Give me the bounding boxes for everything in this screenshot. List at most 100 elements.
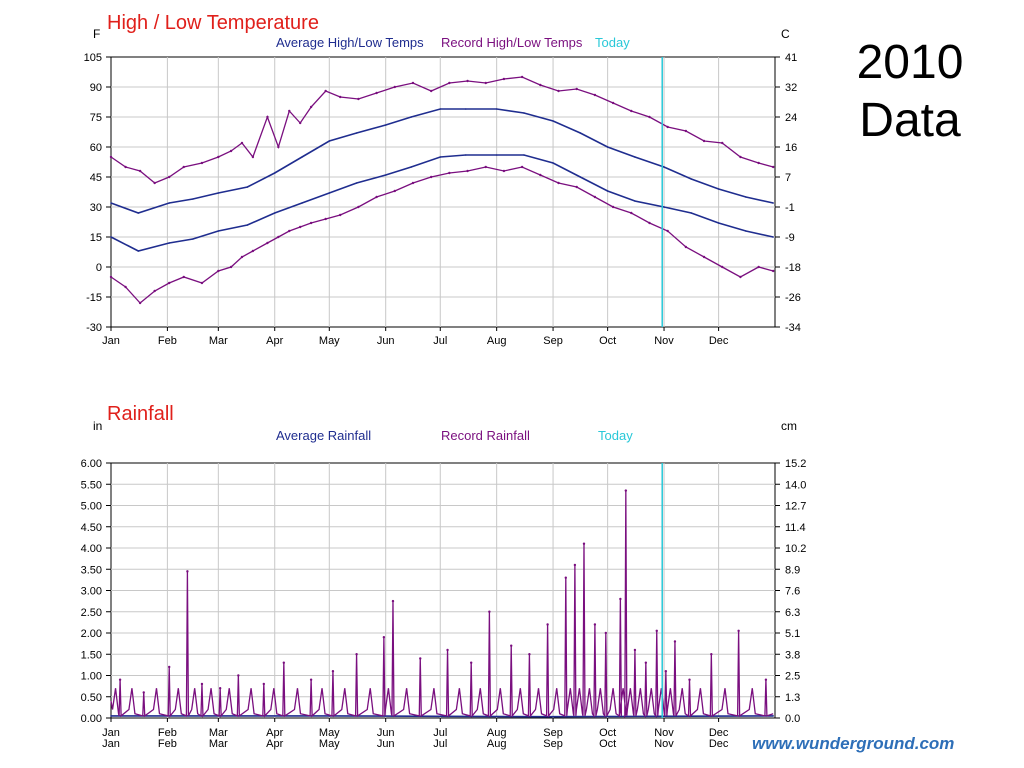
data-point-average-low [301, 202, 303, 204]
data-point-average-low [410, 166, 412, 168]
y-tick-label-right: 16 [785, 142, 797, 154]
data-point-record-low [124, 285, 127, 289]
data-point-record-low [309, 221, 313, 225]
data-point-record-high [217, 155, 220, 159]
data-point-record-rainfall [446, 648, 449, 652]
data-point-average-high [328, 140, 331, 142]
left-unit-label: F [93, 27, 100, 41]
y-tick-label-left: 3.50 [81, 564, 102, 576]
y-tick-label-right: 5.1 [785, 628, 800, 640]
data-point-record-rainfall [644, 661, 648, 664]
data-point-record-low [153, 289, 156, 293]
y-tick-label-right: 1.3 [785, 692, 800, 704]
y-tick-label-right: 6.3 [785, 607, 800, 619]
data-point-record-high [240, 141, 244, 145]
data-point-average-high [717, 188, 720, 190]
data-point-average-high [301, 156, 303, 158]
x-tick-label: Oct [599, 335, 616, 347]
data-point-average-high [384, 124, 387, 126]
y-tick-label-left: 15 [90, 232, 102, 244]
y-tick-label-right: 41 [785, 52, 797, 64]
series-line-average [111, 715, 774, 718]
data-point-record-high [124, 165, 127, 169]
data-point-record-rainfall [237, 674, 240, 677]
data-point-record-high [771, 165, 775, 169]
data-point-record-low [429, 175, 433, 179]
data-point-record-rainfall [118, 678, 122, 681]
data-point-record-high [611, 101, 615, 105]
y-tick-label-left: 75 [90, 112, 102, 124]
data-point-record-rainfall [710, 653, 713, 656]
data-point-record-high [298, 121, 302, 125]
y-tick-label-left: 1.00 [81, 671, 102, 683]
x-tick-label: Oct [599, 727, 616, 739]
data-point-record-high [466, 79, 469, 83]
data-point-record-high [357, 97, 360, 101]
x-tick-label: Jun [377, 335, 395, 347]
x-tick-label-secondary: Nov [654, 738, 674, 750]
x-tick-label-secondary: Aug [487, 738, 507, 750]
data-point-average-high [690, 178, 693, 180]
data-point-record-rainfall [282, 661, 286, 664]
x-tick-label-secondary: Jul [433, 738, 447, 750]
plot-area [110, 56, 776, 328]
x-tick-label: Aug [487, 335, 507, 347]
x-tick-label-secondary: Oct [599, 738, 616, 750]
data-point-average-low [606, 190, 609, 192]
x-tick-label: Jan [102, 727, 120, 739]
data-point-record-low [630, 211, 633, 215]
data-point-record-low [109, 275, 113, 279]
data-point-record-high [229, 149, 233, 153]
legend-entry: Record Rainfall [441, 428, 530, 443]
right-unit-label: C [781, 27, 790, 41]
data-point-average-low [464, 154, 467, 156]
data-point-record-low [375, 195, 378, 199]
data-point-record-low [138, 301, 142, 305]
data-point-average-low [217, 230, 220, 232]
x-tick-label: Nov [654, 335, 674, 347]
data-point-record-low [251, 249, 255, 253]
right-unit-label: cm [781, 419, 797, 433]
data-point-average-high [579, 132, 582, 134]
y-tick-label-right: -9 [785, 232, 795, 244]
data-point-record-rainfall [604, 631, 608, 635]
x-tick-label-secondary: Jan [102, 738, 120, 750]
y-tick-label-left: 5.00 [81, 501, 102, 513]
data-point-record-high [684, 129, 688, 133]
y-tick-label-left: 0.50 [81, 692, 102, 704]
data-point-average [772, 715, 774, 717]
data-point-record-high [630, 109, 633, 113]
y-tick-label-right: 8.9 [785, 564, 800, 576]
data-point-record-high [266, 115, 269, 119]
data-point-record-rainfall [546, 623, 549, 626]
data-point-record-low [200, 281, 204, 285]
series-line-record-high [110, 76, 774, 184]
y-tick-label-left: -15 [86, 292, 102, 304]
x-tick-label-secondary: Jun [377, 738, 395, 750]
data-point-record-high [593, 93, 597, 97]
x-tick-label-secondary: Apr [266, 738, 283, 750]
y-tick-label-left: 2.00 [81, 628, 102, 640]
x-tick-label: Feb [158, 335, 177, 347]
series-line-record-low [110, 166, 774, 304]
data-point-average-low [328, 192, 331, 194]
data-point-record-high [411, 81, 415, 85]
data-point-record-low [502, 169, 506, 173]
data-point-record-high [539, 83, 542, 87]
y-tick-label-right: 11.4 [785, 522, 806, 534]
data-point-record-low [684, 245, 688, 249]
data-point-record-low [339, 213, 342, 217]
legend-entry: Average Rainfall [276, 428, 371, 443]
y-tick-label-right: 0.0 [785, 713, 800, 725]
data-point-average-low [663, 206, 665, 208]
data-point-record-high [375, 91, 378, 95]
data-point-record-high [484, 81, 487, 85]
data-point-record-rainfall [582, 542, 586, 545]
y-tick-label-left: 3.00 [81, 586, 102, 598]
data-point-average-high [523, 112, 525, 114]
data-point-record-low [666, 229, 669, 233]
data-point-average-low [439, 156, 442, 158]
data-point-record-rainfall [528, 653, 531, 656]
x-tick-label: Mar [209, 727, 228, 739]
data-point-record-high [109, 155, 113, 159]
